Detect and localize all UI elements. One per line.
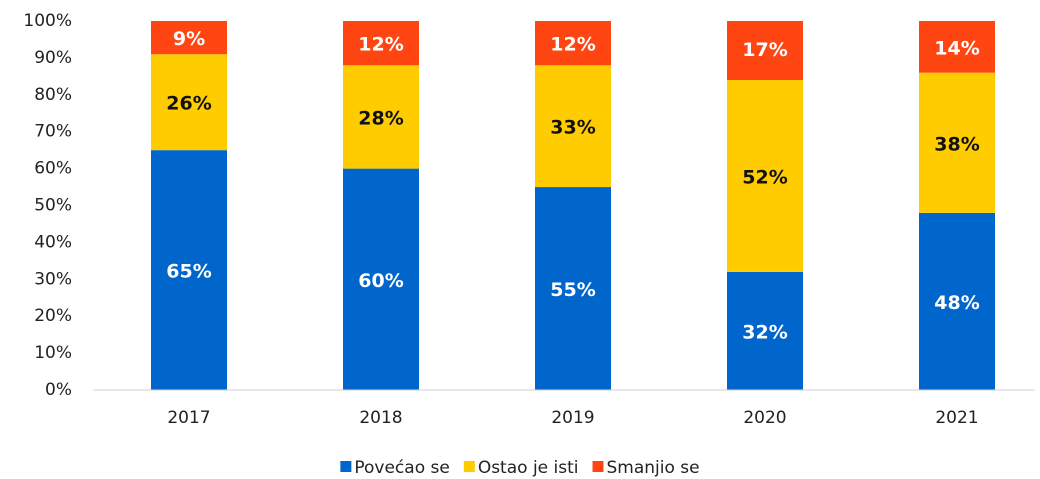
y-tick-label: 60%: [34, 159, 72, 179]
bar-segment: [343, 21, 419, 66]
legend-swatch: [592, 461, 604, 472]
bar-segment: [919, 212, 995, 390]
data-label: 28%: [358, 107, 403, 129]
bar-segment: [343, 65, 419, 169]
data-label: 12%: [358, 34, 403, 56]
data-label: 38%: [934, 133, 979, 155]
y-tick-label: 10%: [34, 343, 72, 363]
y-tick-label: 30%: [34, 269, 72, 289]
x-tick-label: 2020: [743, 408, 786, 428]
x-tick-label: 2018: [359, 408, 402, 428]
x-tick-label: 2019: [551, 408, 594, 428]
bar-segment: [151, 21, 227, 55]
legend-swatch: [463, 461, 475, 472]
data-label: 48%: [934, 292, 979, 314]
y-tick-label: 90%: [34, 48, 72, 68]
bar-segment: [343, 168, 419, 390]
data-label: 14%: [934, 37, 979, 59]
data-label: 55%: [550, 279, 595, 301]
legend-label: Ostao je isti: [478, 458, 579, 478]
data-label: 52%: [742, 166, 787, 188]
y-tick-label: 80%: [34, 85, 72, 105]
bar-segment: [151, 54, 227, 151]
data-label: 9%: [173, 28, 205, 50]
bar-segment: [919, 21, 995, 73]
data-label: 60%: [358, 270, 403, 292]
legend-label: Smanjio se: [607, 458, 700, 478]
bar-segment: [535, 65, 611, 188]
bar-segment: [727, 80, 803, 272]
bar-segment: [151, 150, 227, 390]
y-tick-label: 20%: [34, 306, 72, 326]
x-tick-label: 2021: [935, 408, 978, 428]
data-label: 32%: [742, 321, 787, 343]
y-tick-label: 0%: [45, 380, 72, 400]
bar-segment: [535, 187, 611, 390]
data-label: 65%: [166, 261, 211, 283]
plot-area: [151, 21, 995, 390]
data-label: 17%: [742, 39, 787, 61]
data-label: 12%: [550, 34, 595, 56]
legend-label: Povećao se: [354, 458, 449, 478]
y-tick-label: 100%: [23, 11, 72, 31]
y-tick-label: 40%: [34, 232, 72, 252]
x-tick-label: 2017: [167, 408, 210, 428]
bar-segment: [727, 21, 803, 81]
legend-swatch: [340, 461, 352, 472]
data-label: 33%: [550, 117, 595, 139]
y-tick-label: 70%: [34, 122, 72, 142]
data-label: 26%: [166, 93, 211, 115]
bar-segment: [727, 271, 803, 390]
bar-segment: [919, 72, 995, 213]
bar-segment: [535, 21, 611, 66]
y-tick-label: 50%: [34, 196, 72, 216]
